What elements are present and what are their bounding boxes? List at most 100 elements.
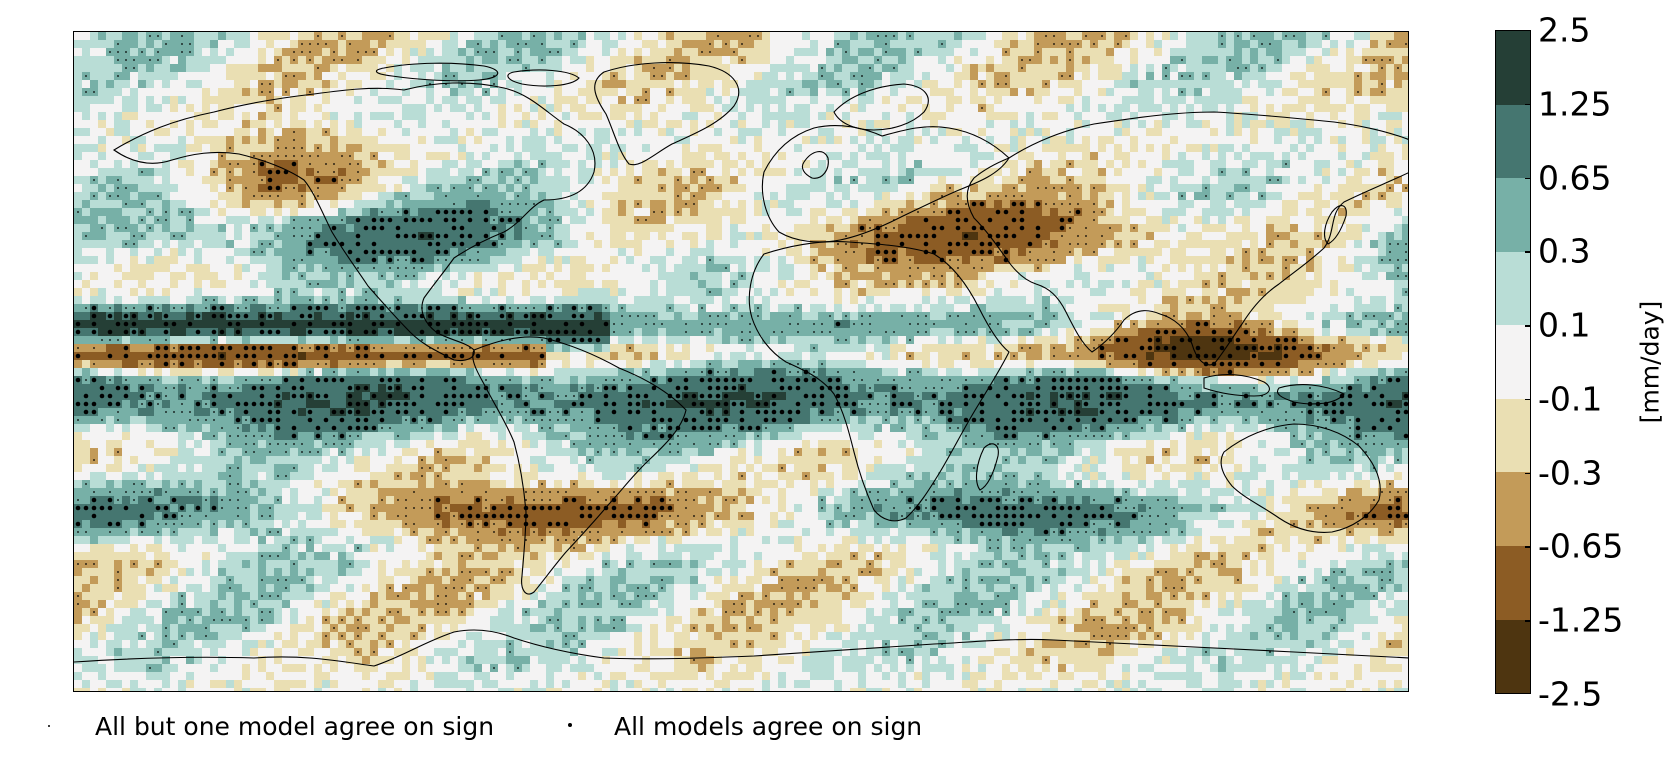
- field-cell: [1234, 352, 1242, 360]
- field-cell: [1146, 104, 1154, 112]
- field-cell: [594, 144, 602, 152]
- field-cell: [226, 88, 234, 96]
- field-cell: [674, 360, 682, 368]
- field-cell: [666, 352, 674, 360]
- field-cell: [786, 288, 794, 296]
- field-cell: [1162, 152, 1170, 160]
- field-cell: [282, 32, 290, 40]
- field-cell: [1282, 216, 1290, 224]
- field-cell: [834, 312, 842, 320]
- field-cell: [1402, 320, 1408, 328]
- field-cell: [1402, 336, 1408, 344]
- field-cell: [114, 64, 122, 72]
- field-cell: [290, 64, 298, 72]
- field-cell: [162, 160, 170, 168]
- field-cell: [138, 184, 146, 192]
- field-cell: [1346, 208, 1354, 216]
- field-cell: [866, 288, 874, 296]
- field-cell: [218, 224, 226, 232]
- field-cell: [642, 144, 650, 152]
- field-cell: [98, 304, 106, 312]
- field-cell: [890, 56, 898, 64]
- field-cell: [826, 344, 834, 352]
- field-cell: [218, 168, 226, 176]
- field-cell: [1402, 184, 1408, 192]
- field-cell: [1098, 288, 1106, 296]
- field-cell: [1146, 272, 1154, 280]
- field-cell: [554, 64, 562, 72]
- field-cell: [562, 144, 570, 152]
- field-cell: [1218, 184, 1226, 192]
- field-cell: [498, 184, 506, 192]
- field-cell: [1026, 216, 1034, 224]
- field-cell: [554, 152, 562, 160]
- field-cell: [410, 112, 418, 120]
- field-cell: [418, 48, 426, 56]
- field-cell: [1018, 296, 1026, 304]
- field-cell: [458, 56, 466, 64]
- field-cell: [602, 328, 610, 336]
- field-cell: [834, 152, 842, 160]
- field-cell: [754, 192, 762, 200]
- field-cell: [146, 240, 154, 248]
- field-cell: [1282, 272, 1290, 280]
- field-cell: [1146, 40, 1154, 48]
- field-cell: [970, 184, 978, 192]
- field-cell: [954, 184, 962, 192]
- field-cell: [658, 312, 666, 320]
- field-cell: [946, 32, 954, 40]
- field-cell: [642, 336, 650, 344]
- field-cell: [1162, 80, 1170, 88]
- field-cell: [82, 344, 90, 352]
- field-cell: [562, 208, 570, 216]
- field-cell: [1066, 104, 1074, 112]
- field-cell: [714, 256, 722, 264]
- field-cell: [274, 48, 282, 56]
- field-cell: [666, 328, 674, 336]
- field-cell: [698, 144, 706, 152]
- field-cell: [314, 264, 322, 272]
- field-cell: [1210, 64, 1218, 72]
- field-cell: [418, 320, 426, 328]
- field-cell: [1202, 152, 1210, 160]
- field-cell: [1122, 248, 1130, 256]
- field-cell: [154, 296, 162, 304]
- field-cell: [1370, 264, 1378, 272]
- field-cell: [986, 336, 994, 344]
- field-cell: [458, 64, 466, 72]
- field-cell: [538, 184, 546, 192]
- field-cell: [1378, 232, 1386, 240]
- field-cell: [234, 72, 242, 80]
- field-cell: [1314, 280, 1322, 288]
- field-cell: [1106, 304, 1114, 312]
- field-cell: [690, 72, 698, 80]
- field-cell: [1042, 352, 1050, 360]
- field-cell: [762, 40, 770, 48]
- field-cell: [82, 224, 90, 232]
- field-cell: [1210, 160, 1218, 168]
- field-cell: [802, 48, 810, 56]
- field-cell: [1258, 280, 1266, 288]
- field-cell: [442, 40, 450, 48]
- field-cell: [1026, 360, 1034, 368]
- field-cell: [242, 40, 250, 48]
- field-cell: [954, 352, 962, 360]
- field-cell: [922, 224, 930, 232]
- field-cell: [730, 184, 738, 192]
- field-cell: [778, 304, 786, 312]
- field-cell: [794, 232, 802, 240]
- field-cell: [242, 192, 250, 200]
- field-cell: [770, 112, 778, 120]
- field-cell: [1034, 88, 1042, 96]
- field-cell: [1266, 232, 1274, 240]
- field-cell: [986, 80, 994, 88]
- field-cell: [906, 72, 914, 80]
- field-cell: [546, 72, 554, 80]
- field-cell: [586, 360, 594, 368]
- field-cell: [138, 224, 146, 232]
- field-cell: [1218, 312, 1226, 320]
- field-cell: [538, 224, 546, 232]
- field-cell: [554, 224, 562, 232]
- field-cell: [1306, 40, 1314, 48]
- field-cell: [1146, 216, 1154, 224]
